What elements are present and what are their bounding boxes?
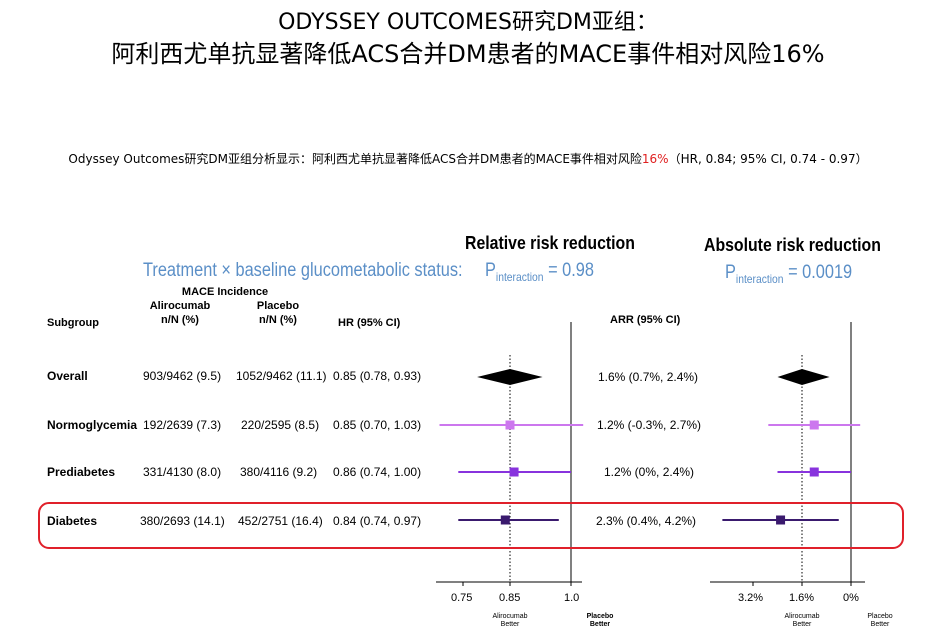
rel-tick-1-0: 1.0: [564, 592, 580, 604]
placebo-diabetes: 452/2751 (16.4): [238, 514, 323, 528]
placebo-overall: 1052/9462 (11.1): [236, 369, 327, 383]
abs-diamond-overall: [777, 369, 830, 385]
arr-normoglycemia: 1.2% (-0.3%, 2.7%): [597, 418, 702, 432]
slide-title-line2: 阿利西尤单抗显著降低ACS合并DM患者的MACE事件相对风险16%: [111, 40, 825, 68]
abs-point-prediabetes: [809, 467, 819, 477]
relative-risk-title: Relative risk reduction: [465, 233, 635, 253]
arr-header: ARR (95% CI): [610, 314, 681, 326]
summary-text: Odyssey Outcomes研究DM亚组分析显示：阿利西尤单抗显著降低ACS…: [0, 150, 936, 167]
placebo-normoglycemia: 220/2595 (8.5): [241, 418, 320, 432]
slide-title-line1: ODYSSEY OUTCOMES研究DM亚组：: [278, 10, 658, 35]
rel-diamond-overall: [477, 369, 543, 385]
hr-diabetes: 0.84 (0.74, 0.97): [333, 514, 422, 528]
subgroup-header: Subgroup: [47, 317, 99, 329]
rel-alirocumab-better: Alirocumab Better: [492, 613, 528, 628]
abs-tick-1-6: 1.6%: [789, 592, 815, 604]
abs-tick-0: 0%: [843, 592, 859, 604]
arr-overall: 1.6% (0.7%, 2.4%): [598, 370, 699, 384]
rel-point-prediabetes: [509, 467, 519, 477]
placebo-prediabetes: 380/4116 (9.2): [240, 465, 318, 479]
p-interaction-relative: Pinteraction = 0.98: [485, 260, 594, 284]
alirocumab-header: Alirocumab n/N (%): [149, 300, 211, 326]
alirocumab-normoglycemia: 192/2639 (7.3): [143, 418, 222, 432]
hr-prediabetes: 0.86 (0.74, 1.00): [333, 465, 422, 479]
row-label-diabetes: Diabetes: [47, 514, 98, 528]
abs-point-diabetes: [776, 515, 786, 525]
hr-overall: 0.85 (0.78, 0.93): [333, 369, 422, 383]
summary-prefix: Odyssey Outcomes研究DM亚组分析显示：阿利西尤单抗显著降低ACS…: [68, 152, 642, 166]
p-interaction-absolute: Pinteraction = 0.0019: [725, 262, 853, 286]
summary-highlight: 16%: [641, 152, 669, 166]
hr-header: HR (95% CI): [338, 317, 401, 329]
summary-suffix: （HR, 0.84; 95% CI, 0.74 - 0.97）: [668, 152, 868, 166]
row-label-normoglycemia: Normoglycemia: [47, 418, 138, 432]
arr-diabetes: 2.3% (0.4%, 4.2%): [596, 514, 697, 528]
row-label-prediabetes: Prediabetes: [47, 465, 116, 479]
placebo-header: Placebo n/N (%): [256, 300, 300, 326]
rel-tick-0-75: 0.75: [451, 592, 473, 604]
diabetes-highlight-box: [38, 502, 904, 549]
abs-tick-3-2: 3.2%: [738, 592, 764, 604]
alirocumab-prediabetes: 331/4130 (8.0): [143, 465, 222, 479]
hr-normoglycemia: 0.85 (0.70, 1.03): [333, 418, 422, 432]
rel-point-normoglycemia: [505, 420, 515, 430]
abs-point-normoglycemia: [809, 420, 819, 430]
alirocumab-diabetes: 380/2693 (14.1): [140, 514, 225, 528]
alirocumab-overall: 903/9462 (9.5): [143, 369, 222, 383]
abs-alirocumab-better: Alirocumab Better: [784, 613, 820, 628]
treatment-status-label: Treatment × baseline glucometabolic stat…: [143, 260, 463, 281]
absolute-risk-title: Absolute risk reduction: [704, 235, 881, 255]
rel-tick-0-85: 0.85: [499, 592, 521, 604]
rel-placebo-better: Placebo Better: [586, 613, 614, 628]
arr-prediabetes: 1.2% (0%, 2.4%): [604, 465, 695, 479]
row-label-overall: Overall: [47, 369, 88, 383]
abs-placebo-better: Placebo Better: [867, 613, 893, 628]
rel-point-diabetes: [500, 515, 510, 525]
mace-incidence-header: MACE Incidence: [181, 286, 269, 298]
